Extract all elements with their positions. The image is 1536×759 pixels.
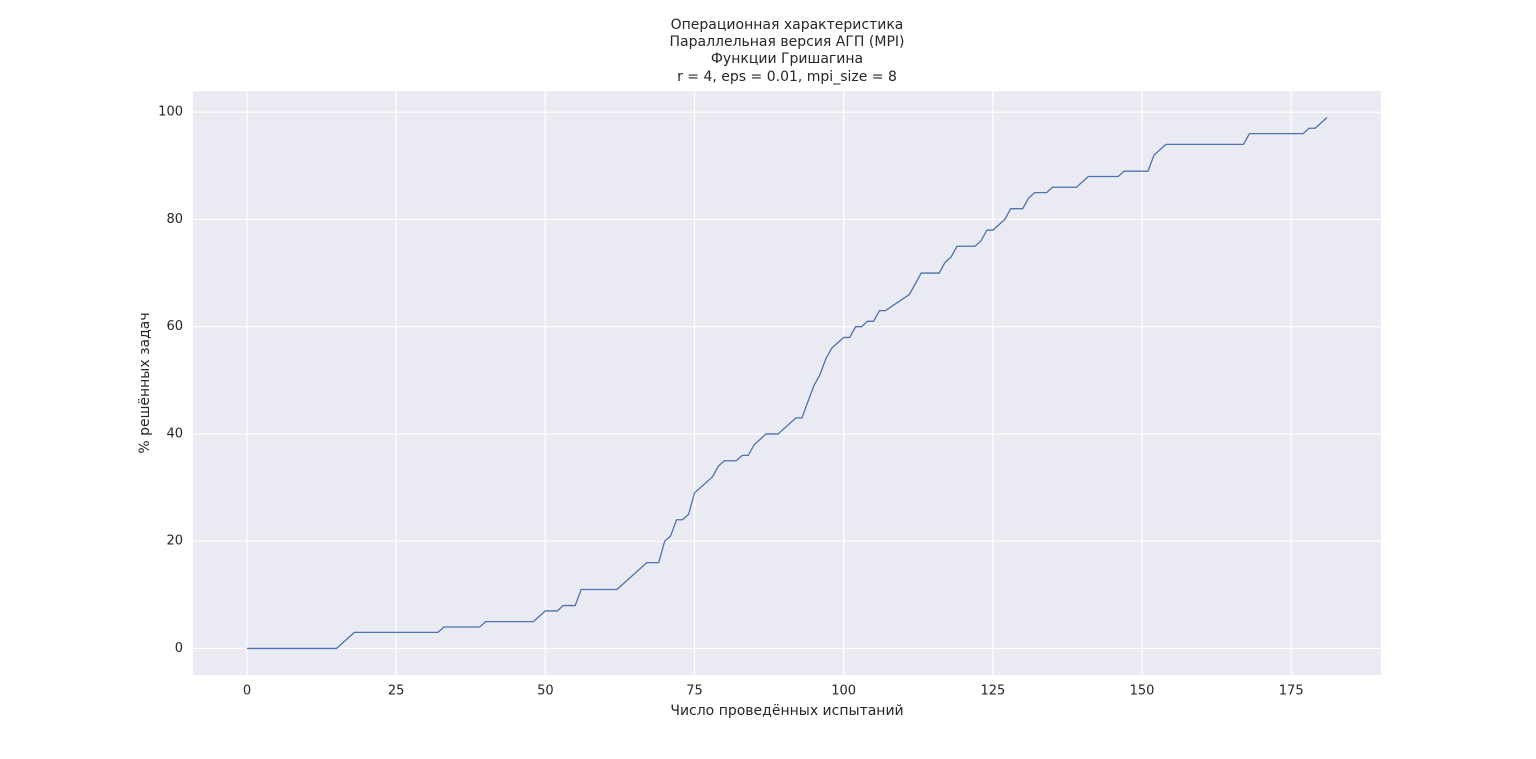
x-tick-label: 150	[1130, 684, 1155, 699]
y-tick-label: 20	[166, 534, 183, 549]
y-axis-label: % решённых задач	[137, 312, 153, 453]
plot-area	[193, 91, 1381, 675]
x-tick-label: 125	[980, 684, 1005, 699]
x-tick-label: 100	[831, 684, 856, 699]
x-tick-label: 0	[243, 684, 251, 699]
y-tick-label: 40	[166, 426, 183, 441]
chart-title: Операционная характеристика	[671, 17, 904, 33]
x-tick-label: 75	[686, 684, 703, 699]
x-axis-label: Число проведённых испытаний	[670, 703, 903, 719]
y-tick-label: 100	[158, 105, 183, 120]
chart-title: r = 4, eps = 0.01, mpi_size = 8	[677, 69, 897, 85]
chart-title: Функции Гришагина	[711, 51, 863, 67]
y-tick-label: 80	[166, 212, 183, 227]
x-tick-label: 25	[388, 684, 405, 699]
x-tick-label: 50	[537, 684, 554, 699]
y-tick-label: 60	[166, 319, 183, 334]
chart-title: Параллельная версия АГП (MPI)	[670, 34, 905, 50]
y-tick-label: 0	[175, 641, 183, 656]
data-line	[247, 117, 1328, 650]
x-tick-label: 175	[1279, 684, 1304, 699]
